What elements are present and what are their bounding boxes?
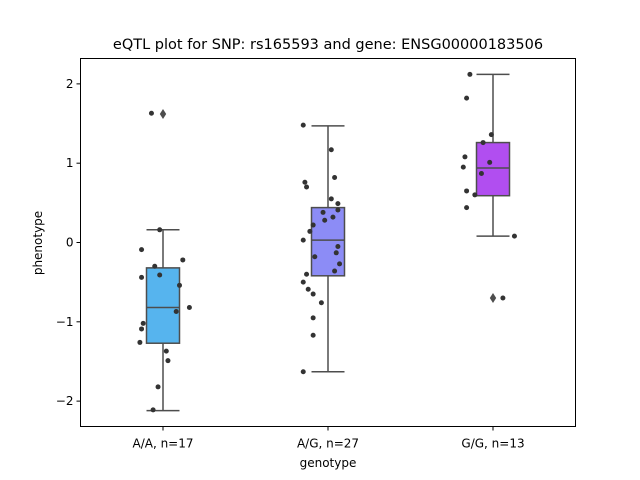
data-point — [165, 358, 171, 364]
data-point — [163, 348, 169, 354]
data-point — [139, 247, 145, 253]
box-group — [475, 73, 511, 304]
data-point — [464, 95, 470, 101]
y-tick-label: 1 — [66, 156, 74, 170]
data-point — [173, 309, 179, 314]
outlier-marker — [489, 293, 497, 304]
data-point — [500, 295, 506, 301]
data-point — [318, 300, 324, 306]
data-point — [157, 227, 163, 233]
data-point — [304, 184, 310, 190]
data-point — [305, 286, 311, 292]
data-point — [302, 179, 308, 185]
box — [145, 267, 181, 344]
x-tick-label: A/A, n=17 — [132, 437, 193, 451]
data-point — [300, 279, 306, 285]
data-point — [487, 159, 493, 165]
data-point — [300, 369, 306, 375]
data-point — [337, 261, 343, 267]
y-tick-label: −2 — [56, 394, 74, 408]
chart-title: eQTL plot for SNP: rs165593 and gene: EN… — [113, 37, 543, 53]
data-point — [310, 291, 316, 297]
data-point — [180, 257, 186, 263]
data-point — [332, 268, 338, 274]
data-point — [307, 228, 313, 234]
data-point — [139, 326, 145, 332]
data-point — [177, 282, 182, 288]
y-tick-label: 2 — [66, 77, 74, 91]
y-tick-label: −1 — [56, 315, 74, 329]
data-point — [460, 164, 466, 170]
data-point — [464, 205, 470, 211]
data-point — [320, 209, 326, 215]
data-point — [480, 140, 486, 146]
data-point — [148, 110, 154, 116]
data-point — [332, 174, 338, 180]
data-point — [464, 188, 470, 194]
data-point — [186, 305, 192, 311]
data-point — [472, 192, 478, 198]
data-point — [478, 171, 484, 176]
x-tick-label: A/G, n=27 — [297, 437, 359, 451]
data-point — [335, 243, 341, 249]
data-point — [330, 214, 336, 220]
data-point — [137, 339, 143, 345]
data-point — [328, 147, 334, 153]
x-tick-label: G/G, n=13 — [461, 437, 524, 451]
data-point — [462, 154, 468, 160]
data-point — [140, 320, 146, 326]
data-point — [335, 201, 341, 207]
data-point — [150, 407, 156, 413]
x-axis-label: genotype — [300, 456, 357, 470]
data-point — [467, 71, 473, 77]
data-point — [152, 263, 158, 269]
outlier-marker — [159, 109, 167, 120]
y-axis-label: phenotype — [31, 211, 45, 275]
data-point — [312, 254, 318, 260]
data-point — [310, 222, 316, 228]
data-point — [155, 384, 161, 390]
data-point — [511, 233, 517, 239]
data-point — [157, 272, 163, 278]
data-point — [333, 250, 339, 256]
box-group — [310, 125, 346, 373]
plot-area — [137, 71, 517, 413]
data-point — [310, 332, 316, 338]
data-point — [322, 217, 328, 223]
data-point — [139, 274, 145, 280]
data-point — [304, 271, 310, 277]
box — [475, 141, 511, 197]
y-tick-label: 0 — [66, 236, 74, 250]
data-point — [300, 122, 306, 128]
data-point — [310, 315, 316, 321]
data-point — [300, 237, 306, 243]
data-point — [488, 132, 494, 138]
data-point — [328, 196, 334, 202]
data-point — [335, 207, 341, 213]
box-group — [145, 109, 181, 412]
